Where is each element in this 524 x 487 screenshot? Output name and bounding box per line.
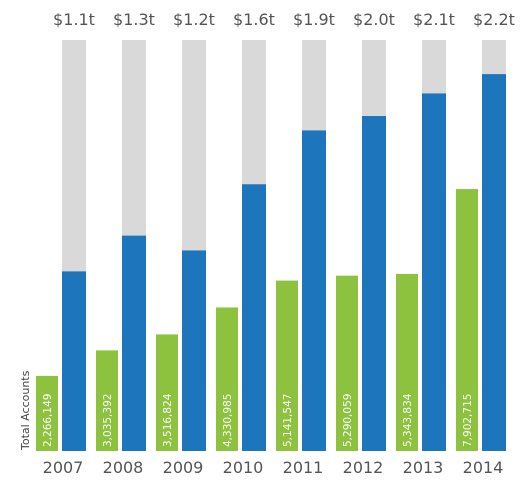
year-label-2014: 2014 [463, 458, 504, 477]
accounts-bar-2007 [36, 375, 58, 451]
accounts-bar-2011 [276, 280, 298, 451]
total-label-2014: $2.2t [473, 10, 515, 29]
year-label-2012: 2012 [343, 458, 384, 477]
y-axis-label: Total Accounts [19, 370, 32, 451]
year-label-2007: 2007 [43, 458, 84, 477]
blue-bar-2008 [122, 235, 146, 451]
year-label-2011: 2011 [283, 458, 324, 477]
accounts-bar-2008 [96, 350, 118, 451]
accounts-label-2009: 3,516,824 [162, 393, 174, 447]
year-label-2010: 2010 [223, 458, 264, 477]
year-label-2013: 2013 [403, 458, 444, 477]
accounts-bar-2012 [336, 275, 358, 451]
accounts-label-2007: 2,266,149 [42, 394, 54, 447]
blue-bar-2013 [422, 93, 446, 452]
bars-group [36, 40, 506, 452]
total-label-2010: $1.6t [233, 10, 275, 29]
accounts-label-2013: 5,343,834 [402, 393, 414, 447]
accounts-bar-2010 [216, 307, 238, 451]
blue-bar-2010 [242, 184, 266, 452]
accounts-bar-2009 [156, 334, 178, 451]
labels-group: 2,266,149 $1.1t 2007 3,035,392 $1.3t 2008 3,51… [42, 10, 515, 477]
blue-bar-2009 [182, 250, 206, 451]
accounts-label-2014: 7,902,715 [462, 394, 474, 447]
accounts-label-2010: 4,330,985 [222, 394, 234, 447]
accounts-label-2012: 5,290,059 [342, 394, 354, 447]
year-label-2008: 2008 [103, 458, 144, 477]
total-label-2007: $1.1t [53, 10, 95, 29]
accounts-bar-2014 [456, 189, 478, 451]
total-label-2011: $1.9t [293, 10, 335, 29]
accounts-bar-2013 [396, 273, 418, 451]
total-label-2009: $1.2t [173, 10, 215, 29]
blue-bar-2007 [62, 271, 86, 451]
year-label-2009: 2009 [163, 458, 204, 477]
total-label-2013: $2.1t [413, 10, 455, 29]
blue-bar-2012 [362, 116, 386, 451]
blue-bar-2011 [302, 130, 326, 452]
total-label-2008: $1.3t [113, 10, 155, 29]
accounts-label-2008: 3,035,392 [102, 394, 114, 447]
accounts-label-2011: 5,141,547 [282, 394, 294, 447]
total-label-2012: $2.0t [353, 10, 395, 29]
blue-bar-2014 [482, 74, 506, 451]
